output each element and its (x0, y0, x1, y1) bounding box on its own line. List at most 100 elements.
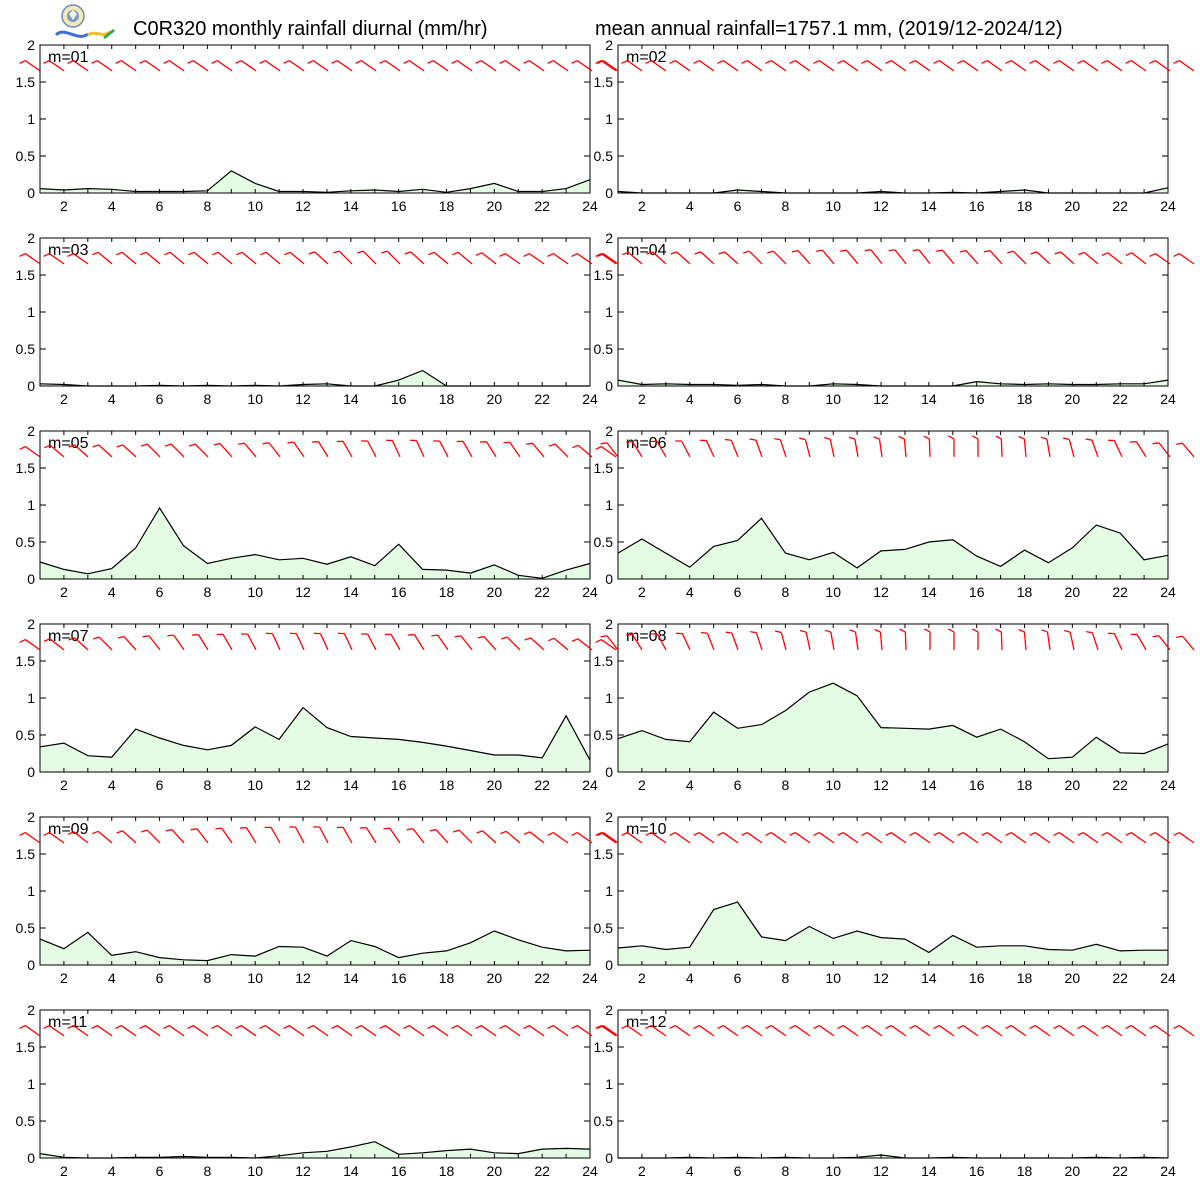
wind-barb (861, 1024, 883, 1037)
barb-feather (972, 435, 979, 440)
wind-barb (92, 251, 113, 265)
wind-barb (571, 638, 593, 651)
wind-barb (571, 252, 593, 265)
barb-staff (264, 1025, 281, 1037)
data-point (1143, 753, 1144, 754)
data-point (976, 381, 977, 382)
y-tick-label: 2 (605, 423, 613, 439)
data-point (1024, 550, 1025, 551)
data-point (1000, 945, 1001, 946)
x-tick-label: 12 (295, 970, 311, 986)
barb-staff (482, 830, 497, 844)
x-tick-label: 18 (1017, 1163, 1033, 1179)
wind-barb (864, 249, 883, 265)
barb-feather (595, 445, 602, 451)
barb-staff (627, 251, 643, 265)
data-point (183, 959, 184, 960)
wind-barb (19, 638, 41, 651)
wind-barb (972, 628, 979, 650)
data-point (63, 948, 64, 949)
data-point (565, 188, 566, 189)
barb-feather (813, 59, 820, 65)
barb-staff (600, 446, 617, 458)
barb-feather (403, 1024, 410, 1030)
wind-barb (475, 59, 497, 72)
barb-staff (415, 440, 425, 458)
data-point (470, 942, 471, 943)
barb-staff (456, 1025, 473, 1037)
barb-feather (1125, 831, 1132, 837)
y-tick-label: 1 (605, 111, 613, 127)
data-point (809, 691, 810, 692)
wind-barb (549, 443, 569, 458)
barb-staff (1058, 60, 1075, 72)
data-point (398, 379, 399, 380)
barb-staff (576, 253, 593, 265)
wind-barb (650, 440, 667, 458)
data-point (63, 743, 64, 744)
x-tick-label: 14 (343, 777, 359, 793)
wind-barb (1173, 1024, 1195, 1037)
barb-staff (631, 634, 643, 651)
wind-barb (1018, 628, 1027, 650)
x-tick-label: 14 (921, 391, 937, 407)
wind-barb (139, 59, 161, 72)
barb-feather (1173, 831, 1180, 837)
y-tick-label: 2 (27, 616, 35, 632)
x-tick-label: 6 (156, 391, 164, 407)
wind-barb (163, 1024, 185, 1037)
wind-barb (1085, 438, 1099, 458)
plot-frame (617, 44, 1169, 194)
wind-barb (547, 252, 569, 265)
barb-staff (845, 249, 859, 265)
wind-barb (645, 59, 667, 72)
wind-barb (789, 59, 811, 72)
barb-feather (717, 1024, 724, 1030)
barb-staff (552, 1025, 569, 1037)
barb-feather (1029, 59, 1036, 65)
data-point (470, 572, 471, 573)
barb-feather (1077, 59, 1084, 65)
y-tick-label: 1 (605, 883, 613, 899)
y-tick-label: 2 (27, 423, 35, 439)
wind-barb (1063, 437, 1075, 458)
barb-staff (168, 60, 185, 72)
barb-staff (293, 441, 305, 458)
wind-barb (924, 628, 931, 650)
barb-staff (24, 60, 41, 72)
data-point (231, 558, 232, 559)
wind-barb (765, 1024, 787, 1037)
barb-feather (972, 628, 979, 633)
barb-staff (389, 827, 401, 844)
barb-staff (770, 1025, 787, 1037)
month-label: m=02 (626, 49, 667, 66)
barb-staff (890, 1025, 907, 1037)
wind-barb (453, 829, 473, 844)
x-tick-label: 16 (969, 1163, 985, 1179)
x-tick-label: 18 (1017, 198, 1033, 214)
barb-staff (312, 1025, 329, 1037)
wind-barb (139, 1024, 161, 1037)
data-point (952, 935, 953, 936)
wind-barb (693, 59, 715, 72)
y-tick-label: 0 (27, 1150, 35, 1166)
barb-feather (1125, 59, 1132, 65)
x-tick-label: 22 (534, 198, 550, 214)
barb-feather (91, 59, 98, 65)
barb-feather (1053, 1024, 1060, 1030)
x-tick-label: 14 (343, 1163, 359, 1179)
wind-barb (749, 438, 763, 458)
barb-feather (116, 251, 123, 256)
x-tick-label: 2 (60, 970, 68, 986)
wind-barb (19, 1024, 41, 1037)
data-point (1096, 524, 1097, 525)
barb-feather (912, 249, 920, 252)
wind-barb (235, 59, 257, 72)
x-tick-label: 2 (638, 777, 646, 793)
barb-staff (606, 635, 619, 651)
x-tick-label: 20 (487, 1163, 503, 1179)
barb-feather (92, 830, 99, 835)
barb-feather (645, 59, 652, 65)
data-point (422, 370, 423, 371)
data-point (565, 950, 566, 951)
